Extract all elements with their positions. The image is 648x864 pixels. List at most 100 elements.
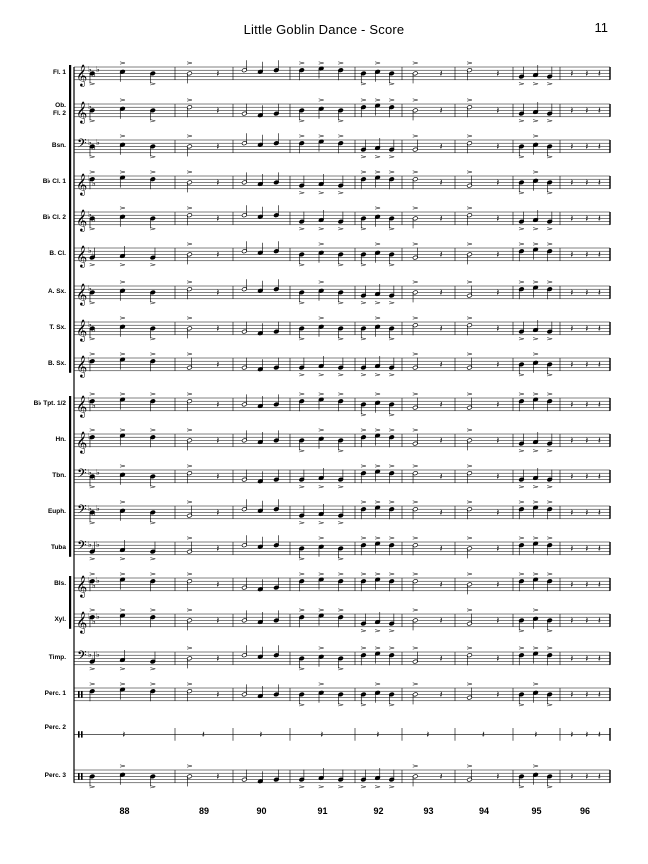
measure-number: 95 (531, 806, 542, 816)
accent-mark (533, 764, 539, 768)
rest-icon: 𝄽 (440, 508, 443, 518)
accent-mark (412, 98, 418, 102)
accent-mark (360, 227, 367, 231)
rest-icon: 𝄽 (497, 288, 500, 298)
accent-mark (338, 449, 344, 453)
accent-mark (518, 629, 525, 633)
rest-icon: 𝄽 (497, 580, 500, 590)
accent-mark (412, 682, 418, 686)
flat-icon: ♭ (92, 617, 96, 626)
accent-mark (466, 464, 473, 468)
accent-mark (186, 608, 193, 612)
accent-mark (119, 61, 126, 65)
flat-icon: ♭ (92, 179, 96, 188)
accent-mark (533, 392, 539, 396)
instrument-label: Perc. 2 (44, 724, 66, 731)
accent-mark (318, 682, 324, 686)
measure-number: 93 (423, 806, 434, 816)
accent-mark (318, 134, 324, 138)
accent-mark (375, 646, 381, 650)
accent-mark (186, 98, 193, 102)
accent-mark (119, 316, 126, 320)
instrument-label: A. Sx. (47, 288, 66, 296)
accent-mark (318, 646, 324, 650)
rest-icon: 𝄽 (598, 730, 601, 740)
accent-mark (89, 785, 95, 789)
rest-icon: 𝄽 (217, 580, 220, 590)
rest-icon: 𝄽 (440, 436, 443, 446)
accent-mark (318, 785, 324, 789)
rest-icon: 𝄽 (598, 288, 601, 298)
accent-mark (412, 464, 418, 468)
rest-icon: 𝄽 (497, 616, 500, 626)
rest-icon: 𝄽 (440, 324, 443, 334)
rest-icon: 𝄽 (440, 69, 443, 79)
rest-icon: 𝄽 (260, 730, 263, 740)
accent-mark (299, 608, 305, 612)
accent-mark (412, 61, 418, 65)
accent-mark (150, 301, 156, 305)
accent-mark (547, 449, 553, 453)
accent-mark (150, 667, 156, 671)
accent-mark (318, 428, 324, 432)
accent-mark (533, 82, 539, 86)
accent-mark (412, 764, 418, 768)
rest-icon: 𝄽 (497, 142, 500, 152)
flat-icon: ♭ (88, 540, 92, 549)
accent-mark (547, 392, 553, 396)
accent-mark (547, 155, 553, 159)
accent-mark (150, 170, 156, 174)
accent-mark (338, 301, 344, 305)
accent-mark (412, 134, 418, 138)
accent-mark (119, 682, 126, 686)
accent-mark (89, 227, 95, 231)
bass-clef-icon: 𝄢 (77, 648, 87, 666)
flat-icon: ♭ (96, 576, 100, 585)
flat-icon: ♭ (88, 284, 92, 293)
accent-mark (338, 557, 344, 561)
accent-mark (518, 449, 525, 453)
flat-icon: ♭ (96, 65, 100, 74)
accent-mark (338, 373, 344, 377)
rest-icon: 𝄽 (217, 178, 220, 188)
accent-mark (299, 449, 305, 453)
accent-mark (412, 572, 418, 576)
accent-mark (299, 521, 305, 525)
accent-mark (466, 646, 473, 650)
rest-icon: 𝄽 (202, 730, 205, 740)
accent-mark (119, 608, 126, 612)
accent-mark (547, 485, 553, 489)
accent-mark (186, 242, 193, 246)
rest-icon: 𝄽 (497, 69, 500, 79)
rest-icon: 𝄽 (123, 730, 126, 740)
accent-mark (360, 337, 367, 341)
accent-mark (389, 413, 395, 417)
accent-mark (338, 392, 344, 396)
rest-icon: 𝄽 (217, 690, 220, 700)
accent-mark (150, 682, 156, 686)
accent-mark (466, 428, 473, 432)
rest-icon: 𝄽 (440, 142, 443, 152)
accent-mark (466, 536, 473, 540)
accent-mark (150, 785, 156, 789)
accent-mark (389, 428, 395, 432)
accent-mark (466, 392, 473, 396)
accent-mark (338, 263, 344, 267)
treble-clef-icon: 𝄞 (76, 102, 87, 125)
rest-icon: 𝄽 (571, 142, 574, 152)
rest-icon: 𝄽 (586, 142, 589, 152)
accent-mark (466, 500, 473, 504)
flat-icon: ♭ (92, 545, 96, 554)
accent-mark (360, 536, 367, 540)
flat-icon: ♭ (88, 65, 92, 74)
accent-mark (119, 500, 126, 504)
accent-mark (299, 785, 305, 789)
accent-mark (186, 170, 193, 174)
accent-mark (89, 119, 95, 123)
measure-number: 89 (198, 806, 209, 816)
accent-mark (547, 536, 553, 540)
accent-mark (318, 572, 324, 576)
accent-mark (375, 572, 381, 576)
instrument-label: Perc. 3 (44, 772, 66, 780)
accent-mark (318, 61, 324, 65)
